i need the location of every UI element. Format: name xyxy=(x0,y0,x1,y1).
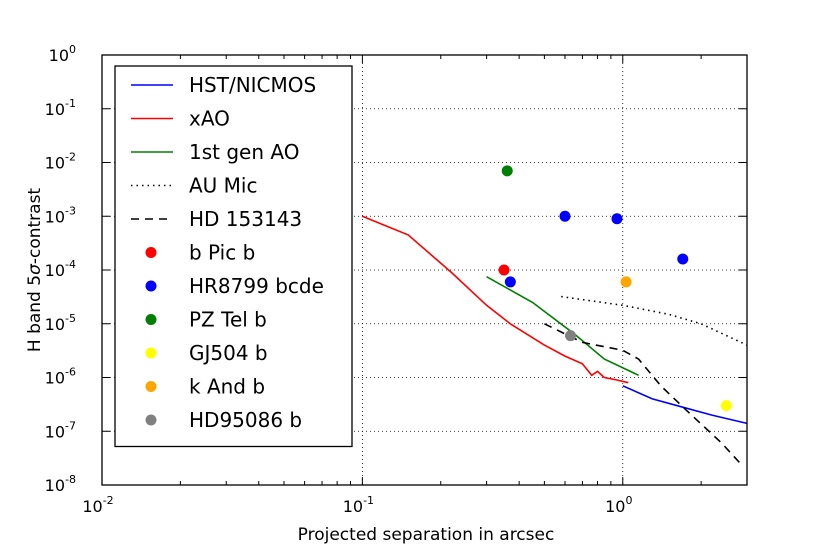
y-axis-label-prefix: H band 5 xyxy=(25,275,45,352)
legend-label-hr8799-bcde: HR8799 bcde xyxy=(189,274,324,298)
legend-swatch-hr8799-bcde xyxy=(145,280,157,292)
y-tick-label-base: 10 xyxy=(45,369,65,388)
series-line-xao xyxy=(362,215,629,384)
legend-label-1st-gen-ao: 1st gen AO xyxy=(189,140,299,164)
legend-swatch-pz-tel-b xyxy=(145,314,157,325)
legend-label-hd95086-b: HD95086 b xyxy=(189,408,302,432)
legend-swatch-b-pic-b xyxy=(145,247,157,258)
data-point-hr8799-bcde xyxy=(504,276,516,288)
y-tick-label: 10-4 xyxy=(45,258,76,280)
y-tick-label: 10-5 xyxy=(45,312,76,334)
y-tick-label-exponent: -1 xyxy=(65,97,76,110)
y-tick-label-base: 10 xyxy=(45,422,65,441)
y-axis-label: H band 5σ-contrast xyxy=(25,188,45,353)
y-tick-label-exponent: -5 xyxy=(65,312,76,325)
data-point-hr8799-bcde xyxy=(677,253,689,265)
y-tick-label-base: 10 xyxy=(45,261,65,280)
axis-ticks: 10-2 10-1 10010-810-710-610-510-410-310-21… xyxy=(45,43,747,516)
y-tick-label-base: 10 xyxy=(45,154,65,173)
y-axis-label-suffix: -contrast xyxy=(25,188,45,265)
y-tick-label-exponent: -4 xyxy=(65,258,76,271)
y-tick-label-base: 10 xyxy=(45,476,65,495)
y-tick-label-base: 10 xyxy=(45,207,65,226)
legend-swatch-gj504-b xyxy=(145,347,157,359)
x-tick-label-base: 10 xyxy=(605,497,625,516)
data-point-hr8799-bcde xyxy=(559,210,571,222)
legend-label-hst-nicmos: HST/NICMOS xyxy=(189,73,316,97)
y-tick-label-exponent: -6 xyxy=(65,366,76,379)
data-point-hr8799-bcde xyxy=(611,213,623,225)
x-tick-label: 10-1 xyxy=(343,494,374,516)
y-tick-label-exponent: -7 xyxy=(65,419,76,432)
y-tick-label-base: 10 xyxy=(49,46,69,65)
series-line-au-mic xyxy=(561,295,748,346)
legend-swatch-k-and-b xyxy=(145,381,157,392)
legend: HST/NICMOS xAO 1st gen AO AU Mic HD 153143 b … xyxy=(114,65,353,448)
data-point-pz-tel-b xyxy=(501,165,513,177)
y-tick-label-exponent: -3 xyxy=(65,204,76,217)
y-tick-label: 10-3 xyxy=(45,204,76,226)
legend-swatch-hd95086-b xyxy=(145,414,157,426)
y-tick-label-exponent: 0 xyxy=(69,43,76,56)
data-point-k-and-b xyxy=(620,276,632,288)
legend-label-b-pic-b: b Pic b xyxy=(189,241,255,265)
y-tick-label-exponent: -2 xyxy=(65,151,76,164)
x-tick-label-base: 10 xyxy=(343,497,363,516)
series-line-hst-nicmos xyxy=(622,385,748,425)
x-tick-label: 10-2 xyxy=(82,494,113,516)
data-point-gj504-b xyxy=(720,400,732,412)
y-tick-label: 100 xyxy=(49,43,76,65)
legend-label-xao: xAO xyxy=(189,107,230,131)
y-tick-label: 10-8 xyxy=(45,473,76,495)
y-tick-label-exponent: -8 xyxy=(65,473,76,486)
data-point-hd95086-b xyxy=(565,330,577,342)
legend-label-hd-153143: HD 153143 xyxy=(189,207,302,231)
data-point-b-pic-b xyxy=(498,264,510,276)
x-tick-label-exponent: -2 xyxy=(103,494,114,507)
x-tick-label-exponent: -1 xyxy=(363,494,374,507)
series-points xyxy=(498,165,732,412)
y-tick-label-base: 10 xyxy=(45,100,65,119)
x-tick-label-base: 10 xyxy=(82,497,102,516)
legend-label-gj504-b: GJ504 b xyxy=(189,341,268,365)
y-axis-label-sigma: σ xyxy=(25,263,45,275)
y-tick-label: 10-2 xyxy=(45,151,76,173)
x-axis-label: Projected separation in arcsec xyxy=(298,525,555,545)
x-tick-label: 100 xyxy=(605,494,632,516)
y-tick-label: 10-6 xyxy=(45,366,76,388)
x-tick-label-exponent: 0 xyxy=(625,494,632,507)
legend-label-k-and-b: k And b xyxy=(189,375,265,399)
series-line-hd-153143 xyxy=(544,323,744,468)
legend-label-pz-tel-b: PZ Tel b xyxy=(189,308,267,332)
y-tick-label: 10-1 xyxy=(45,97,76,119)
y-tick-label-base: 10 xyxy=(45,315,65,334)
y-tick-label: 10-7 xyxy=(45,419,76,441)
legend-label-au-mic: AU Mic xyxy=(189,174,258,198)
